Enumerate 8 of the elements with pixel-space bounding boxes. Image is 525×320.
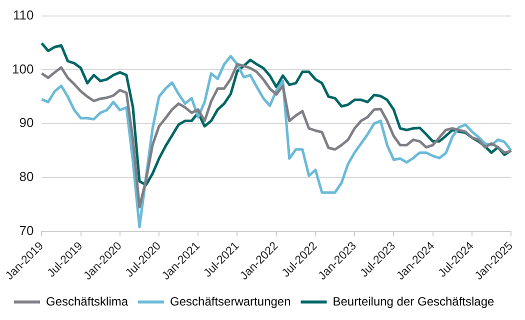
y-tick-label: 100 [12,61,34,76]
y-tick-label: 70 [19,222,34,238]
y-tick-label: 80 [19,169,34,184]
legend-label: Beurteilung der Geschäftslage [332,294,495,308]
legend-label: Geschäftsklima [46,294,128,308]
legend-label: Geschäftserwartungen [170,294,291,308]
y-tick-label: 110 [12,7,34,22]
y-tick-label: 90 [19,115,34,130]
